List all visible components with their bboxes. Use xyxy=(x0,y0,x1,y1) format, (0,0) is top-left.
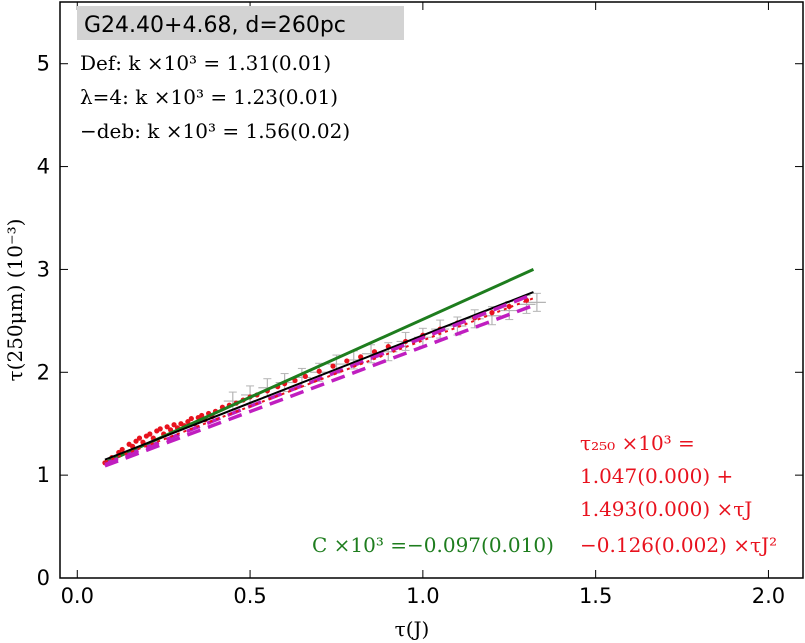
red-point xyxy=(185,419,191,425)
fit-text-def: Def: k ×10³ = 1.31(0.01) xyxy=(80,51,331,75)
y-tick-label: 5 xyxy=(37,52,50,76)
red-point xyxy=(171,422,177,428)
red-point xyxy=(199,412,205,419)
red-point xyxy=(344,358,350,364)
x-tick-label: 1.5 xyxy=(579,584,612,608)
red-point xyxy=(188,415,194,422)
poly-text-line1: τ₂₅₀ ×10³ = xyxy=(580,431,695,455)
red-point xyxy=(157,426,163,432)
red-point xyxy=(133,438,139,444)
y-tick-label: 1 xyxy=(37,463,50,487)
fit-line xyxy=(104,268,535,465)
fit-text-deb: −deb: k ×10³ = 1.56(0.02) xyxy=(80,119,350,143)
y-tick-labels: 0 1 2 3 4 5 xyxy=(37,52,50,590)
x-tick-label: 0.0 xyxy=(61,584,94,608)
fit-line xyxy=(104,291,534,461)
x-axis-label: τ(J) xyxy=(395,617,430,641)
y-tick-label: 2 xyxy=(37,360,50,384)
y-axis-label: τ(250μm) (10⁻³) xyxy=(3,219,27,382)
fit-lines xyxy=(104,268,535,468)
red-point xyxy=(302,373,308,379)
chart-title: G24.40+4.68, d=260pc xyxy=(84,13,346,38)
poly-text-line2: 1.047(0.000) + xyxy=(580,464,733,488)
x-tick-labels: 0.0 0.5 1.0 1.5 2.0 xyxy=(61,584,786,608)
red-point xyxy=(136,435,143,441)
x-tick-label: 2.0 xyxy=(752,584,785,608)
red-point xyxy=(506,303,512,310)
poly-text-line4: −0.126(0.002) ×τJ² xyxy=(580,533,777,557)
title-box xyxy=(77,6,404,40)
red-point xyxy=(119,446,125,453)
plot-frame xyxy=(59,1,804,579)
x-tick-label: 1.0 xyxy=(406,584,439,608)
red-point xyxy=(147,431,153,437)
y-tick-label: 4 xyxy=(37,155,50,179)
red-point xyxy=(164,424,170,430)
poly-text-line3: 1.493(0.000) ×τJ xyxy=(580,497,752,521)
fit-line xyxy=(104,292,535,466)
y-tick-label: 3 xyxy=(37,257,50,281)
fit-text-lambda: λ=4: k ×10³ = 1.23(0.01) xyxy=(80,85,338,109)
c-text: C ×10³ =−0.097(0.010) xyxy=(312,533,554,557)
red-point xyxy=(330,363,336,369)
red-point xyxy=(316,368,322,374)
fit-line xyxy=(104,303,535,468)
x-tick-label: 0.5 xyxy=(233,584,266,608)
y-tick-label: 0 xyxy=(37,566,50,590)
